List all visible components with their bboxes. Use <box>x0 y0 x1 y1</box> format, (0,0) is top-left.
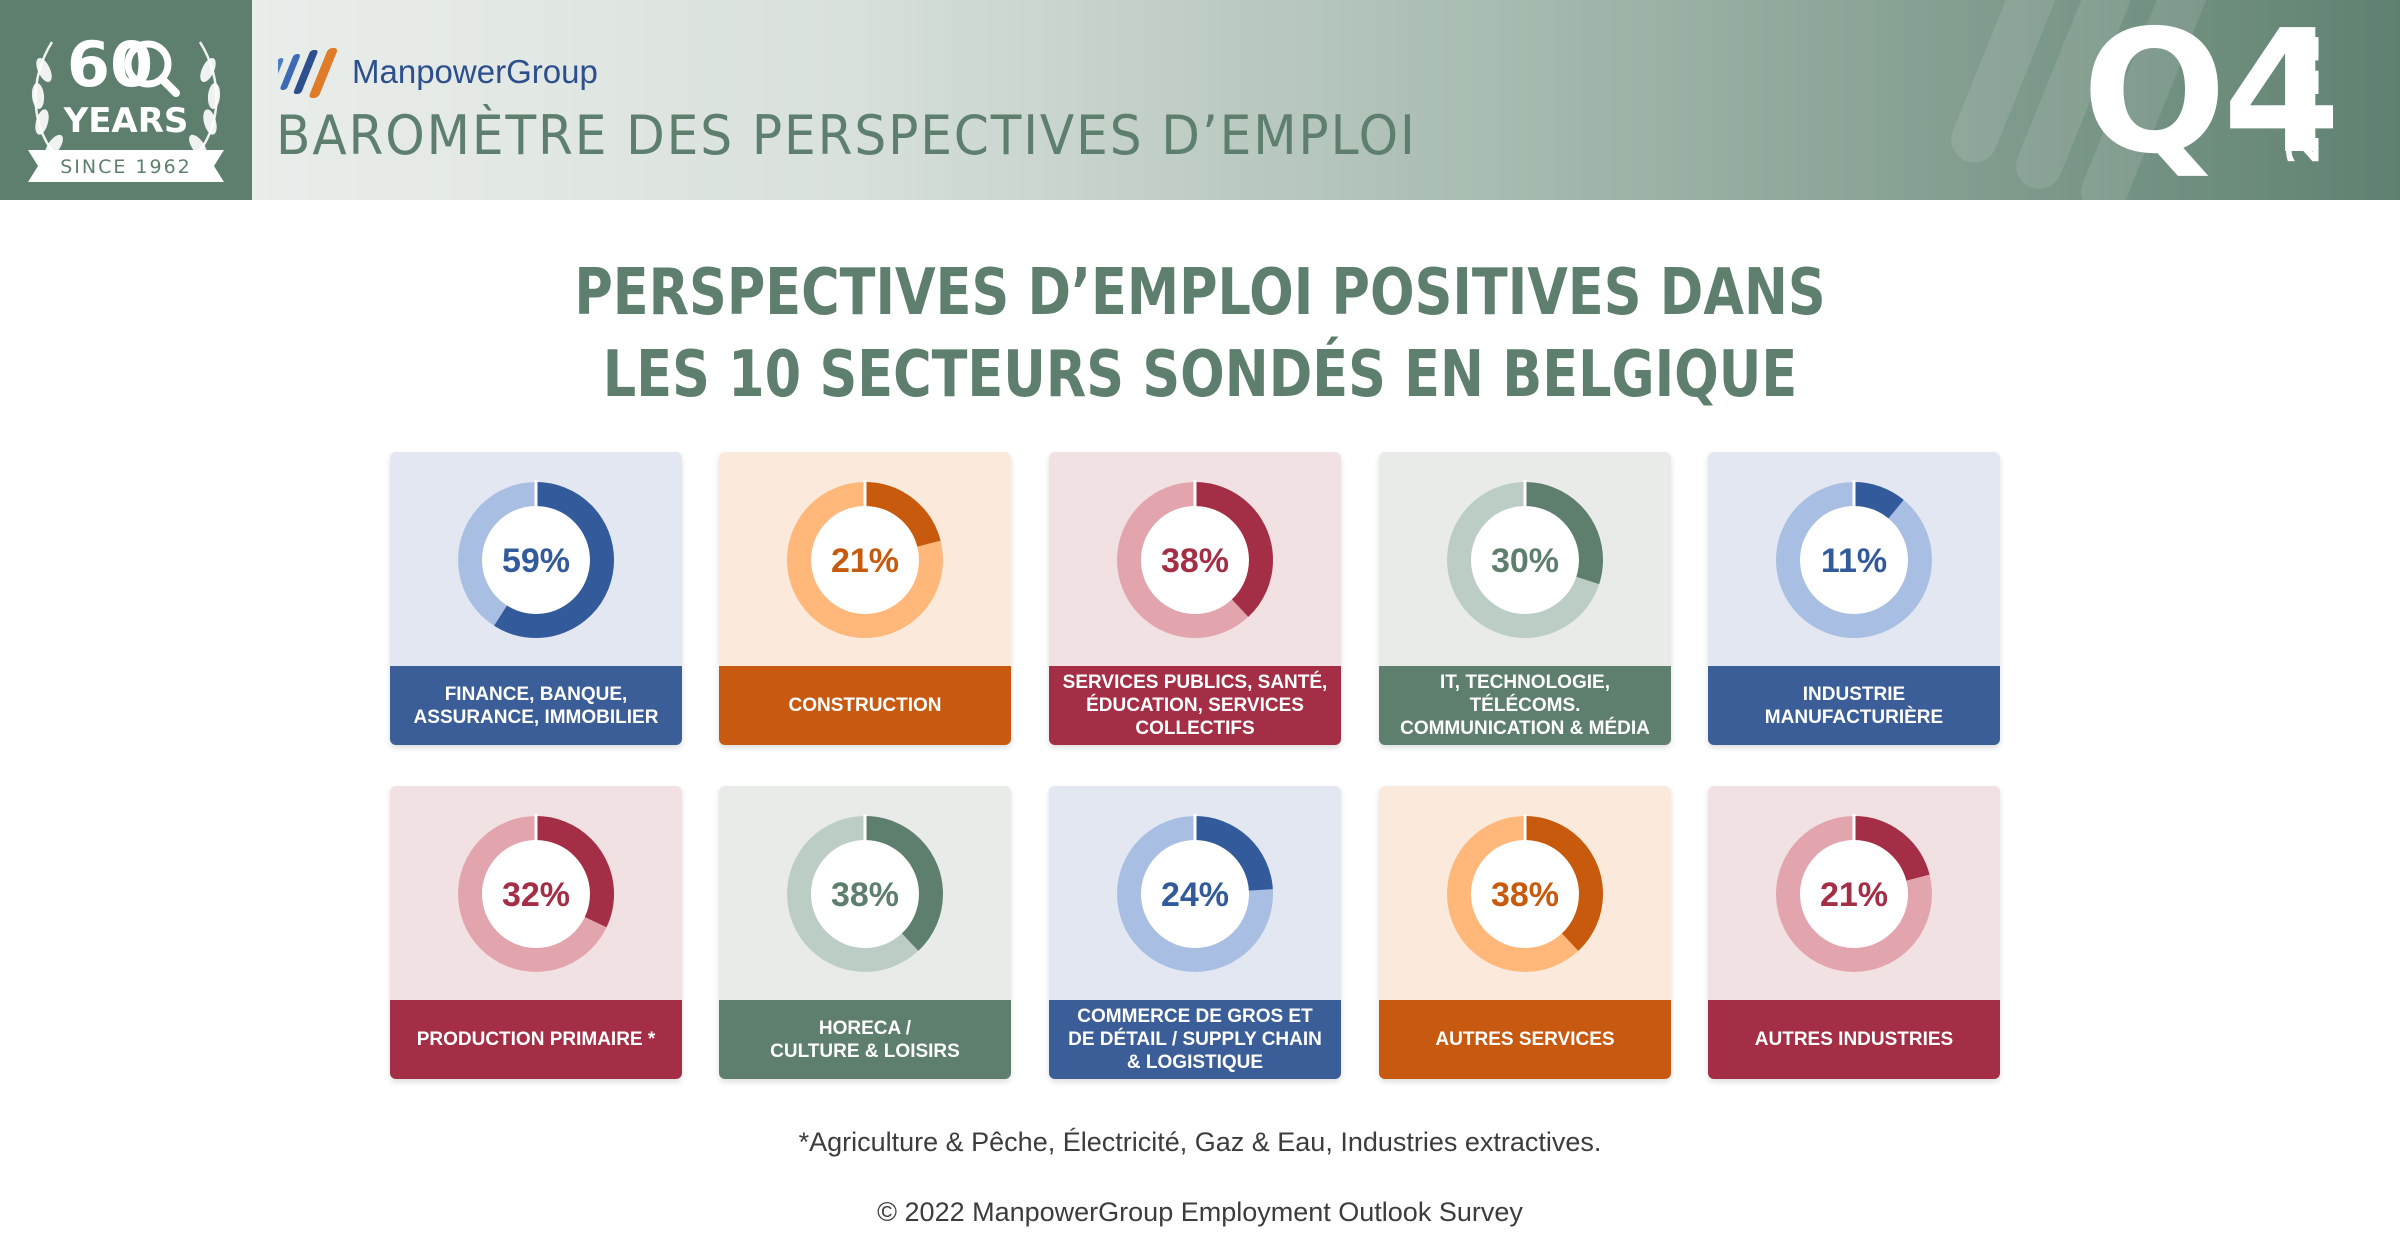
quarter-label: Q4 <box>2082 0 2341 192</box>
sector-value: 21% <box>831 542 899 580</box>
sector-label: FINANCE, BANQUE, ASSURANCE, IMMOBILIER <box>390 666 682 745</box>
sector-card: 11% INDUSTRIE MANUFACTURIÈRE <box>1708 452 2000 745</box>
sector-label: INDUSTRIE MANUFACTURIÈRE <box>1708 666 2000 745</box>
sector-card: 38% HORECA / CULTURE & LOISIRS <box>719 786 1011 1079</box>
sector-label: AUTRES SERVICES <box>1379 1000 1671 1079</box>
sector-label: CONSTRUCTION <box>719 666 1011 745</box>
donut-center <box>1143 842 1247 946</box>
sector-value: 32% <box>502 876 570 914</box>
donut-center <box>813 508 917 612</box>
donut-chart: 59% <box>458 480 614 638</box>
sector-card: 30% IT, TECHNOLOGIE, TÉLÉCOMS. COMMUNICAT… <box>1379 452 1671 745</box>
donut-chart: 30% <box>1447 480 1603 638</box>
donut-chart: 24% <box>1117 814 1273 972</box>
badge-number: 60 <box>67 28 153 101</box>
donut-center <box>1473 508 1577 612</box>
header-subtitle: BAROMÈTRE DES PERSPECTIVES D’EMPLOI <box>276 104 1417 167</box>
year-label: 2022 <box>2279 30 2330 164</box>
donut-center <box>484 842 588 946</box>
sector-card-top: 30% <box>1379 452 1671 666</box>
donut-center <box>1143 508 1247 612</box>
sector-card: 21% AUTRES INDUSTRIES <box>1708 786 2000 1079</box>
sector-card-top: 32% <box>390 786 682 1000</box>
sector-card: 32% PRODUCTION PRIMAIRE * <box>390 786 682 1079</box>
sector-value: 38% <box>831 876 899 914</box>
badge-since: SINCE 1962 <box>60 156 192 178</box>
donut-chart: 11% <box>1776 480 1932 638</box>
donut-center <box>484 508 588 612</box>
sector-value: 38% <box>1491 876 1559 914</box>
donut-chart: 38% <box>1447 814 1603 972</box>
donut-chart: 21% <box>1776 814 1932 972</box>
sector-card: 21% CONSTRUCTION <box>719 452 1011 745</box>
sector-card: 24% COMMERCE DE GROS ET DE DÉTAIL / SUPPL… <box>1049 786 1341 1079</box>
year-text: 2022 <box>2278 29 2330 165</box>
sector-value: 59% <box>502 542 570 580</box>
anniversary-badge: 60 YEARS SINCE 1962 <box>0 0 252 200</box>
sector-card-top: 24% <box>1049 786 1341 1000</box>
title-line-1: PERSPECTIVES D’EMPLOI POSITIVES DANS <box>574 256 1826 330</box>
sector-card: 38% AUTRES SERVICES <box>1379 786 1671 1079</box>
sector-value: 24% <box>1161 876 1229 914</box>
manpowergroup-logo: ManpowerGroup <box>278 44 598 100</box>
donut-center <box>1802 842 1906 946</box>
sector-card: 59% FINANCE, BANQUE, ASSURANCE, IMMOBILIE… <box>390 452 682 745</box>
sector-value: 38% <box>1161 542 1229 580</box>
sector-card-top: 38% <box>1379 786 1671 1000</box>
copyright: © 2022 ManpowerGroup Employment Outlook … <box>877 1197 1523 1227</box>
donut-chart: 32% <box>458 814 614 972</box>
sector-label: SERVICES PUBLICS, SANTÉ, ÉDUCATION, SERV… <box>1049 666 1341 745</box>
donut-chart: 38% <box>1117 480 1273 638</box>
badge-years: YEARS <box>63 101 189 141</box>
sector-card-top: 59% <box>390 452 682 666</box>
donut-chart: 21% <box>787 480 943 638</box>
sector-card-top: 21% <box>1708 786 2000 1000</box>
sector-card-top: 11% <box>1708 452 2000 666</box>
title-line-2: LES 10 SECTEURS SONDÉS EN BELGIQUE <box>602 338 1798 412</box>
donut-center <box>813 842 917 946</box>
donut-center <box>1473 842 1577 946</box>
sector-label: IT, TECHNOLOGIE, TÉLÉCOMS. COMMUNICATION… <box>1379 666 1671 745</box>
sector-card-top: 38% <box>719 786 1011 1000</box>
sector-card: 38% SERVICES PUBLICS, SANTÉ, ÉDUCATION, S… <box>1049 452 1341 745</box>
donut-chart: 38% <box>787 814 943 972</box>
sector-value: 11% <box>1821 542 1887 580</box>
donut-center <box>1802 508 1906 612</box>
sector-value: 30% <box>1491 542 1559 580</box>
sector-label: COMMERCE DE GROS ET DE DÉTAIL / SUPPLY C… <box>1049 1000 1341 1079</box>
header-banner: 60 YEARS SINCE 1962 ManpowerGroup BAROMÈ… <box>0 0 2400 200</box>
sector-card-top: 21% <box>719 452 1011 666</box>
sector-label: HORECA / CULTURE & LOISIRS <box>719 1000 1011 1079</box>
sector-label: PRODUCTION PRIMAIRE * <box>390 1000 682 1079</box>
sector-label: AUTRES INDUSTRIES <box>1708 1000 2000 1079</box>
laurel-wreath-icon: 60 YEARS SINCE 1962 <box>28 28 224 182</box>
footnote: *Agriculture & Pêche, Électricité, Gaz &… <box>798 1127 1602 1157</box>
logo-text: ManpowerGroup <box>352 53 598 90</box>
sector-card-top: 38% <box>1049 452 1341 666</box>
page-title: PERSPECTIVES D’EMPLOI POSITIVES DANS LES… <box>0 252 2400 416</box>
manpowergroup-logo-icon <box>278 48 338 98</box>
sector-value: 21% <box>1820 876 1888 914</box>
